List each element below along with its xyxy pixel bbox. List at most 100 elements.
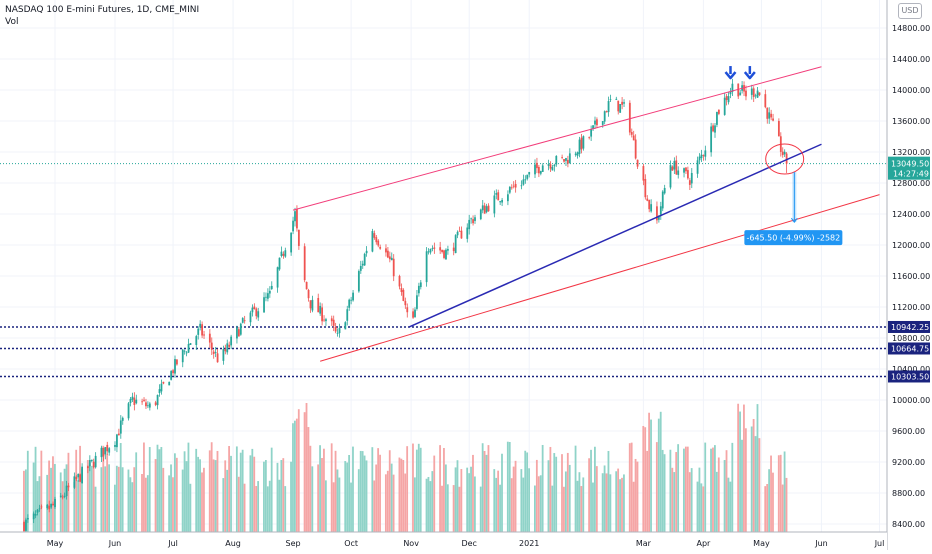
candle-body <box>675 160 678 175</box>
candle-body <box>201 324 203 336</box>
candle-body <box>54 498 56 508</box>
volume-bar <box>195 448 198 532</box>
candle-body <box>717 109 720 114</box>
candle-body <box>727 96 730 103</box>
candle-body <box>294 211 296 222</box>
volume-bar <box>323 448 325 532</box>
level-badge-bg <box>888 320 930 333</box>
volume-label[interactable]: Vol <box>5 17 19 27</box>
candle-body <box>160 383 163 392</box>
volume-bar <box>644 427 647 532</box>
candle-body <box>317 298 320 313</box>
volume-bar <box>144 477 147 532</box>
volume-bar <box>336 469 339 532</box>
candle-body <box>439 247 442 251</box>
time-tick-label: May <box>47 539 64 548</box>
candle-body <box>731 83 734 93</box>
volume-bar <box>621 477 623 532</box>
price-tick-label: 14400.00 <box>892 55 930 64</box>
symbol-title[interactable]: NASDAQ 100 E-mini Futures, 1D, CME_MINI <box>5 5 200 15</box>
candle-body <box>594 120 596 125</box>
candle-body <box>162 381 165 384</box>
volume-bar <box>160 447 163 532</box>
candle-body <box>766 107 769 119</box>
volume-bar <box>468 473 470 532</box>
volume-bar <box>772 472 774 532</box>
volume-bar <box>568 464 571 532</box>
volume-bar <box>375 464 378 532</box>
candle-body <box>501 199 504 203</box>
candle-body <box>687 170 689 179</box>
candle-body <box>603 111 606 122</box>
volume-bars <box>23 403 788 532</box>
volume-bar <box>406 446 409 532</box>
volume-bar <box>334 450 337 532</box>
candle-body <box>470 218 473 220</box>
volume-bar <box>522 477 525 532</box>
level-badge-label: 10303.50 <box>891 372 929 381</box>
candle-body <box>514 183 517 188</box>
candle-body <box>677 170 680 175</box>
volume-bar <box>671 467 674 532</box>
volume-bar <box>603 465 606 532</box>
candle-body <box>185 352 188 354</box>
volume-bar <box>547 460 550 532</box>
time-tick-label: Oct <box>344 539 358 548</box>
candle-body <box>648 199 651 210</box>
price-tick-label: 11200.00 <box>892 303 930 312</box>
candle-body <box>141 401 143 403</box>
volume-bar <box>158 449 161 532</box>
volume-bar <box>601 473 604 532</box>
candle-body <box>239 323 242 335</box>
candle-body <box>443 250 445 258</box>
candle-body <box>716 111 718 125</box>
volume-bar <box>520 469 523 532</box>
price-tick-label: 14000.00 <box>892 86 930 95</box>
volume-bar <box>181 469 184 532</box>
volume-bar <box>168 475 170 532</box>
candle-body <box>114 444 116 447</box>
candle-body <box>117 433 120 436</box>
time-tick-label: 2021 <box>519 539 539 548</box>
candle-body <box>690 172 693 184</box>
candle-body <box>607 101 610 113</box>
volume-bar <box>119 443 122 532</box>
volume-bar <box>563 486 565 532</box>
candle-body <box>704 150 707 157</box>
volume-bar <box>79 445 81 532</box>
candle-body <box>48 505 51 510</box>
candle-body <box>539 171 542 174</box>
candle-body <box>739 92 742 96</box>
currency-badge[interactable]: USD <box>898 3 922 19</box>
volume-bar <box>634 458 637 532</box>
volume-bar <box>446 484 449 532</box>
volume-bar <box>330 443 333 532</box>
volume-bar <box>404 473 407 532</box>
volume-bar <box>472 454 474 532</box>
volume-bar <box>417 443 420 532</box>
volume-bar <box>715 471 718 532</box>
volume-bar <box>48 460 50 532</box>
volume-bar <box>361 451 364 532</box>
volume-bar <box>441 485 443 532</box>
candle-body <box>685 167 687 172</box>
volume-bar <box>590 449 592 532</box>
candle-body <box>102 447 105 457</box>
volume-bar <box>535 459 538 532</box>
volume-bar <box>487 445 490 532</box>
volume-bar <box>297 409 300 532</box>
candle-body <box>375 237 378 243</box>
volume-bar <box>34 446 37 532</box>
candle-body <box>547 164 550 166</box>
candle-body <box>729 91 732 95</box>
candle-body <box>237 329 240 337</box>
price-tick-label: 12000.00 <box>892 241 930 250</box>
arrow-head <box>743 71 756 80</box>
candle-body <box>565 158 567 161</box>
volume-bar <box>704 442 707 532</box>
candle-body <box>495 193 498 195</box>
candle-body <box>292 220 294 232</box>
candle-body <box>553 164 556 167</box>
